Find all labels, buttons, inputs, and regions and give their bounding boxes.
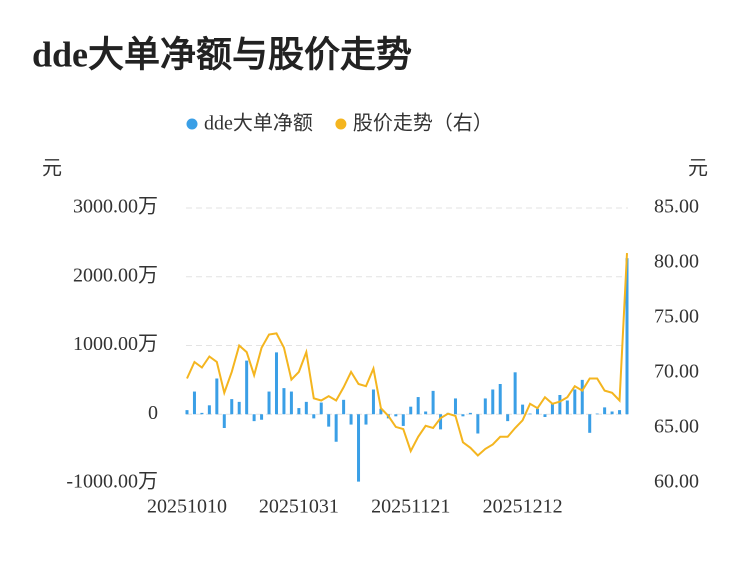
bar bbox=[618, 410, 622, 415]
y2-tick-label: 70.00 bbox=[654, 361, 699, 383]
bar bbox=[461, 414, 465, 417]
bar bbox=[274, 352, 278, 415]
bar bbox=[349, 414, 353, 425]
bar bbox=[364, 414, 368, 425]
bar bbox=[409, 406, 413, 415]
bar bbox=[334, 414, 338, 442]
chart-title: dde大单净额与股价走势 bbox=[32, 34, 412, 74]
bar bbox=[625, 258, 629, 415]
x-tick-label: 20251212 bbox=[483, 496, 563, 518]
bar bbox=[260, 414, 264, 420]
bar bbox=[588, 414, 592, 433]
bar bbox=[491, 389, 495, 415]
bar bbox=[565, 400, 569, 415]
bar bbox=[312, 414, 316, 419]
legend-label: dde大单净额 bbox=[204, 112, 313, 135]
bar bbox=[304, 401, 308, 415]
y-tick-label: 2000.00万 bbox=[73, 264, 158, 286]
bar bbox=[371, 389, 375, 415]
legend-marker bbox=[335, 118, 347, 130]
y2-tick-label: 60.00 bbox=[654, 471, 699, 493]
y2-tick-label: 85.00 bbox=[654, 196, 699, 218]
y-tick-label: -1000.00万 bbox=[66, 471, 158, 493]
bar bbox=[610, 411, 614, 415]
bar bbox=[550, 403, 554, 415]
bar bbox=[200, 412, 204, 415]
bar bbox=[453, 398, 457, 415]
y-tick-label: 1000.00万 bbox=[73, 333, 158, 355]
bar bbox=[513, 372, 517, 415]
bar bbox=[245, 360, 249, 415]
bar bbox=[603, 407, 607, 415]
bar bbox=[357, 414, 361, 482]
bar bbox=[536, 408, 540, 415]
bar bbox=[222, 414, 226, 428]
legend-marker bbox=[186, 118, 198, 130]
x-tick-label: 20251031 bbox=[259, 496, 339, 518]
y-axis-label: 元 bbox=[42, 158, 62, 180]
bar bbox=[483, 398, 487, 415]
bar bbox=[506, 414, 510, 422]
bar bbox=[252, 414, 256, 422]
bar bbox=[558, 395, 562, 415]
bar bbox=[394, 414, 398, 417]
bar bbox=[595, 413, 599, 415]
legend-label: 股价走势（右） bbox=[353, 112, 493, 135]
bar bbox=[528, 413, 532, 415]
y2-tick-label: 75.00 bbox=[654, 306, 699, 328]
bar bbox=[267, 391, 271, 415]
y-tick-label: 3000.00万 bbox=[73, 196, 158, 218]
bar bbox=[327, 414, 331, 427]
bar bbox=[439, 414, 443, 430]
x-tick-label: 20251121 bbox=[371, 496, 450, 518]
bar bbox=[207, 405, 211, 415]
bar bbox=[342, 399, 346, 415]
bar bbox=[543, 414, 547, 417]
bar bbox=[282, 388, 286, 415]
bar bbox=[289, 391, 293, 415]
bar bbox=[237, 401, 241, 415]
bar bbox=[416, 397, 420, 415]
bar bbox=[424, 411, 428, 415]
price-line bbox=[186, 253, 628, 457]
bar bbox=[468, 412, 472, 415]
bar bbox=[431, 390, 435, 415]
x-tick-label: 20251010 bbox=[147, 496, 227, 518]
y2-tick-label: 65.00 bbox=[654, 416, 699, 438]
bar bbox=[521, 404, 525, 415]
y2-tick-label: 80.00 bbox=[654, 251, 699, 273]
bar bbox=[230, 399, 234, 415]
bar bbox=[297, 408, 301, 415]
bar bbox=[215, 378, 219, 415]
bar bbox=[573, 389, 577, 415]
y2-axis-label: 元 bbox=[688, 158, 708, 180]
bar bbox=[379, 408, 383, 415]
bar bbox=[401, 414, 405, 426]
bar bbox=[476, 414, 480, 434]
bar bbox=[580, 379, 584, 415]
y-tick-label: 0 bbox=[148, 402, 158, 424]
bar bbox=[319, 402, 323, 415]
bar bbox=[185, 410, 189, 415]
bar bbox=[192, 391, 196, 415]
bar bbox=[498, 384, 502, 415]
